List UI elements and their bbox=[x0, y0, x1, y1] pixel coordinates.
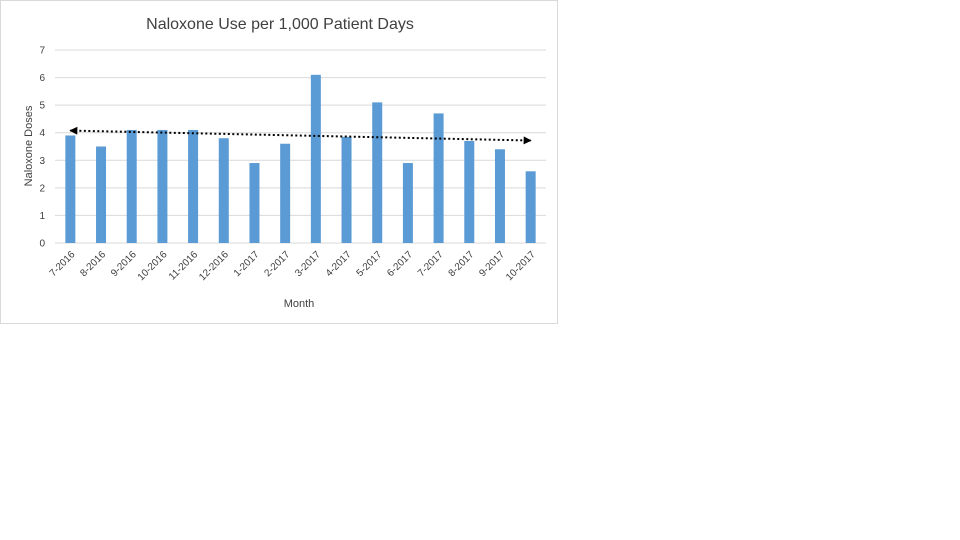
chart-title: Naloxone Use per 1,000 Patient Days bbox=[146, 16, 414, 33]
y-tick-label: 6 bbox=[39, 73, 45, 84]
x-tick-label: 9-2016 bbox=[109, 249, 139, 279]
x-tick-label: 6-2017 bbox=[385, 249, 415, 279]
chart-frame: Naloxone Use per 1,000 Patient Days 0 1 2 3… bbox=[0, 0, 558, 324]
y-tick-label: 4 bbox=[39, 128, 45, 139]
x-tick-label: 4-2017 bbox=[324, 249, 354, 279]
bar bbox=[402, 163, 413, 243]
x-tick-label: 1-2017 bbox=[232, 249, 262, 279]
x-tick-label: 9-2017 bbox=[477, 249, 507, 279]
y-axis-title: Naloxone Doses bbox=[23, 105, 35, 186]
bar bbox=[310, 74, 321, 243]
bar bbox=[464, 140, 475, 243]
x-tick-label: 8-2017 bbox=[447, 249, 477, 279]
bar bbox=[126, 129, 137, 243]
bar bbox=[96, 146, 107, 243]
x-tick-label: 2-2017 bbox=[262, 249, 292, 279]
x-tick-label: 3-2017 bbox=[293, 249, 323, 279]
x-axis-title: Month bbox=[284, 298, 315, 310]
x-tick-label: 10-2016 bbox=[136, 249, 170, 283]
bar bbox=[525, 171, 536, 243]
bar bbox=[249, 163, 260, 243]
x-tick-label: 7-2016 bbox=[48, 249, 78, 279]
y-tick-label: 2 bbox=[39, 183, 45, 194]
bar bbox=[65, 135, 76, 243]
bar bbox=[341, 136, 352, 243]
bar bbox=[157, 129, 168, 243]
x-tick-label: 5-2017 bbox=[355, 249, 385, 279]
x-tick-label: 8-2016 bbox=[78, 249, 108, 279]
y-tick-label: 3 bbox=[39, 156, 45, 167]
trendline-group bbox=[69, 126, 532, 145]
bar-series bbox=[65, 74, 536, 244]
bar bbox=[280, 143, 291, 243]
bar bbox=[188, 129, 199, 243]
x-tick-label: 12-2016 bbox=[197, 249, 231, 283]
y-tick-label: 7 bbox=[39, 46, 45, 57]
x-tick-label: 7-2017 bbox=[416, 249, 446, 279]
y-axis-ticks: 0 1 2 3 4 5 6 7 bbox=[39, 46, 45, 250]
bar bbox=[372, 102, 383, 243]
bar bbox=[433, 113, 444, 244]
x-tick-label: 10-2017 bbox=[504, 249, 538, 283]
y-tick-label: 1 bbox=[39, 211, 45, 222]
bar bbox=[218, 138, 229, 243]
bar bbox=[494, 149, 505, 243]
y-tick-label: 5 bbox=[39, 101, 45, 112]
x-tick-label: 11-2016 bbox=[167, 249, 201, 283]
chart-svg: Naloxone Use per 1,000 Patient Days 0 1 2 3… bbox=[23, 16, 546, 310]
y-tick-label: 0 bbox=[39, 239, 45, 250]
trendline bbox=[69, 126, 532, 145]
